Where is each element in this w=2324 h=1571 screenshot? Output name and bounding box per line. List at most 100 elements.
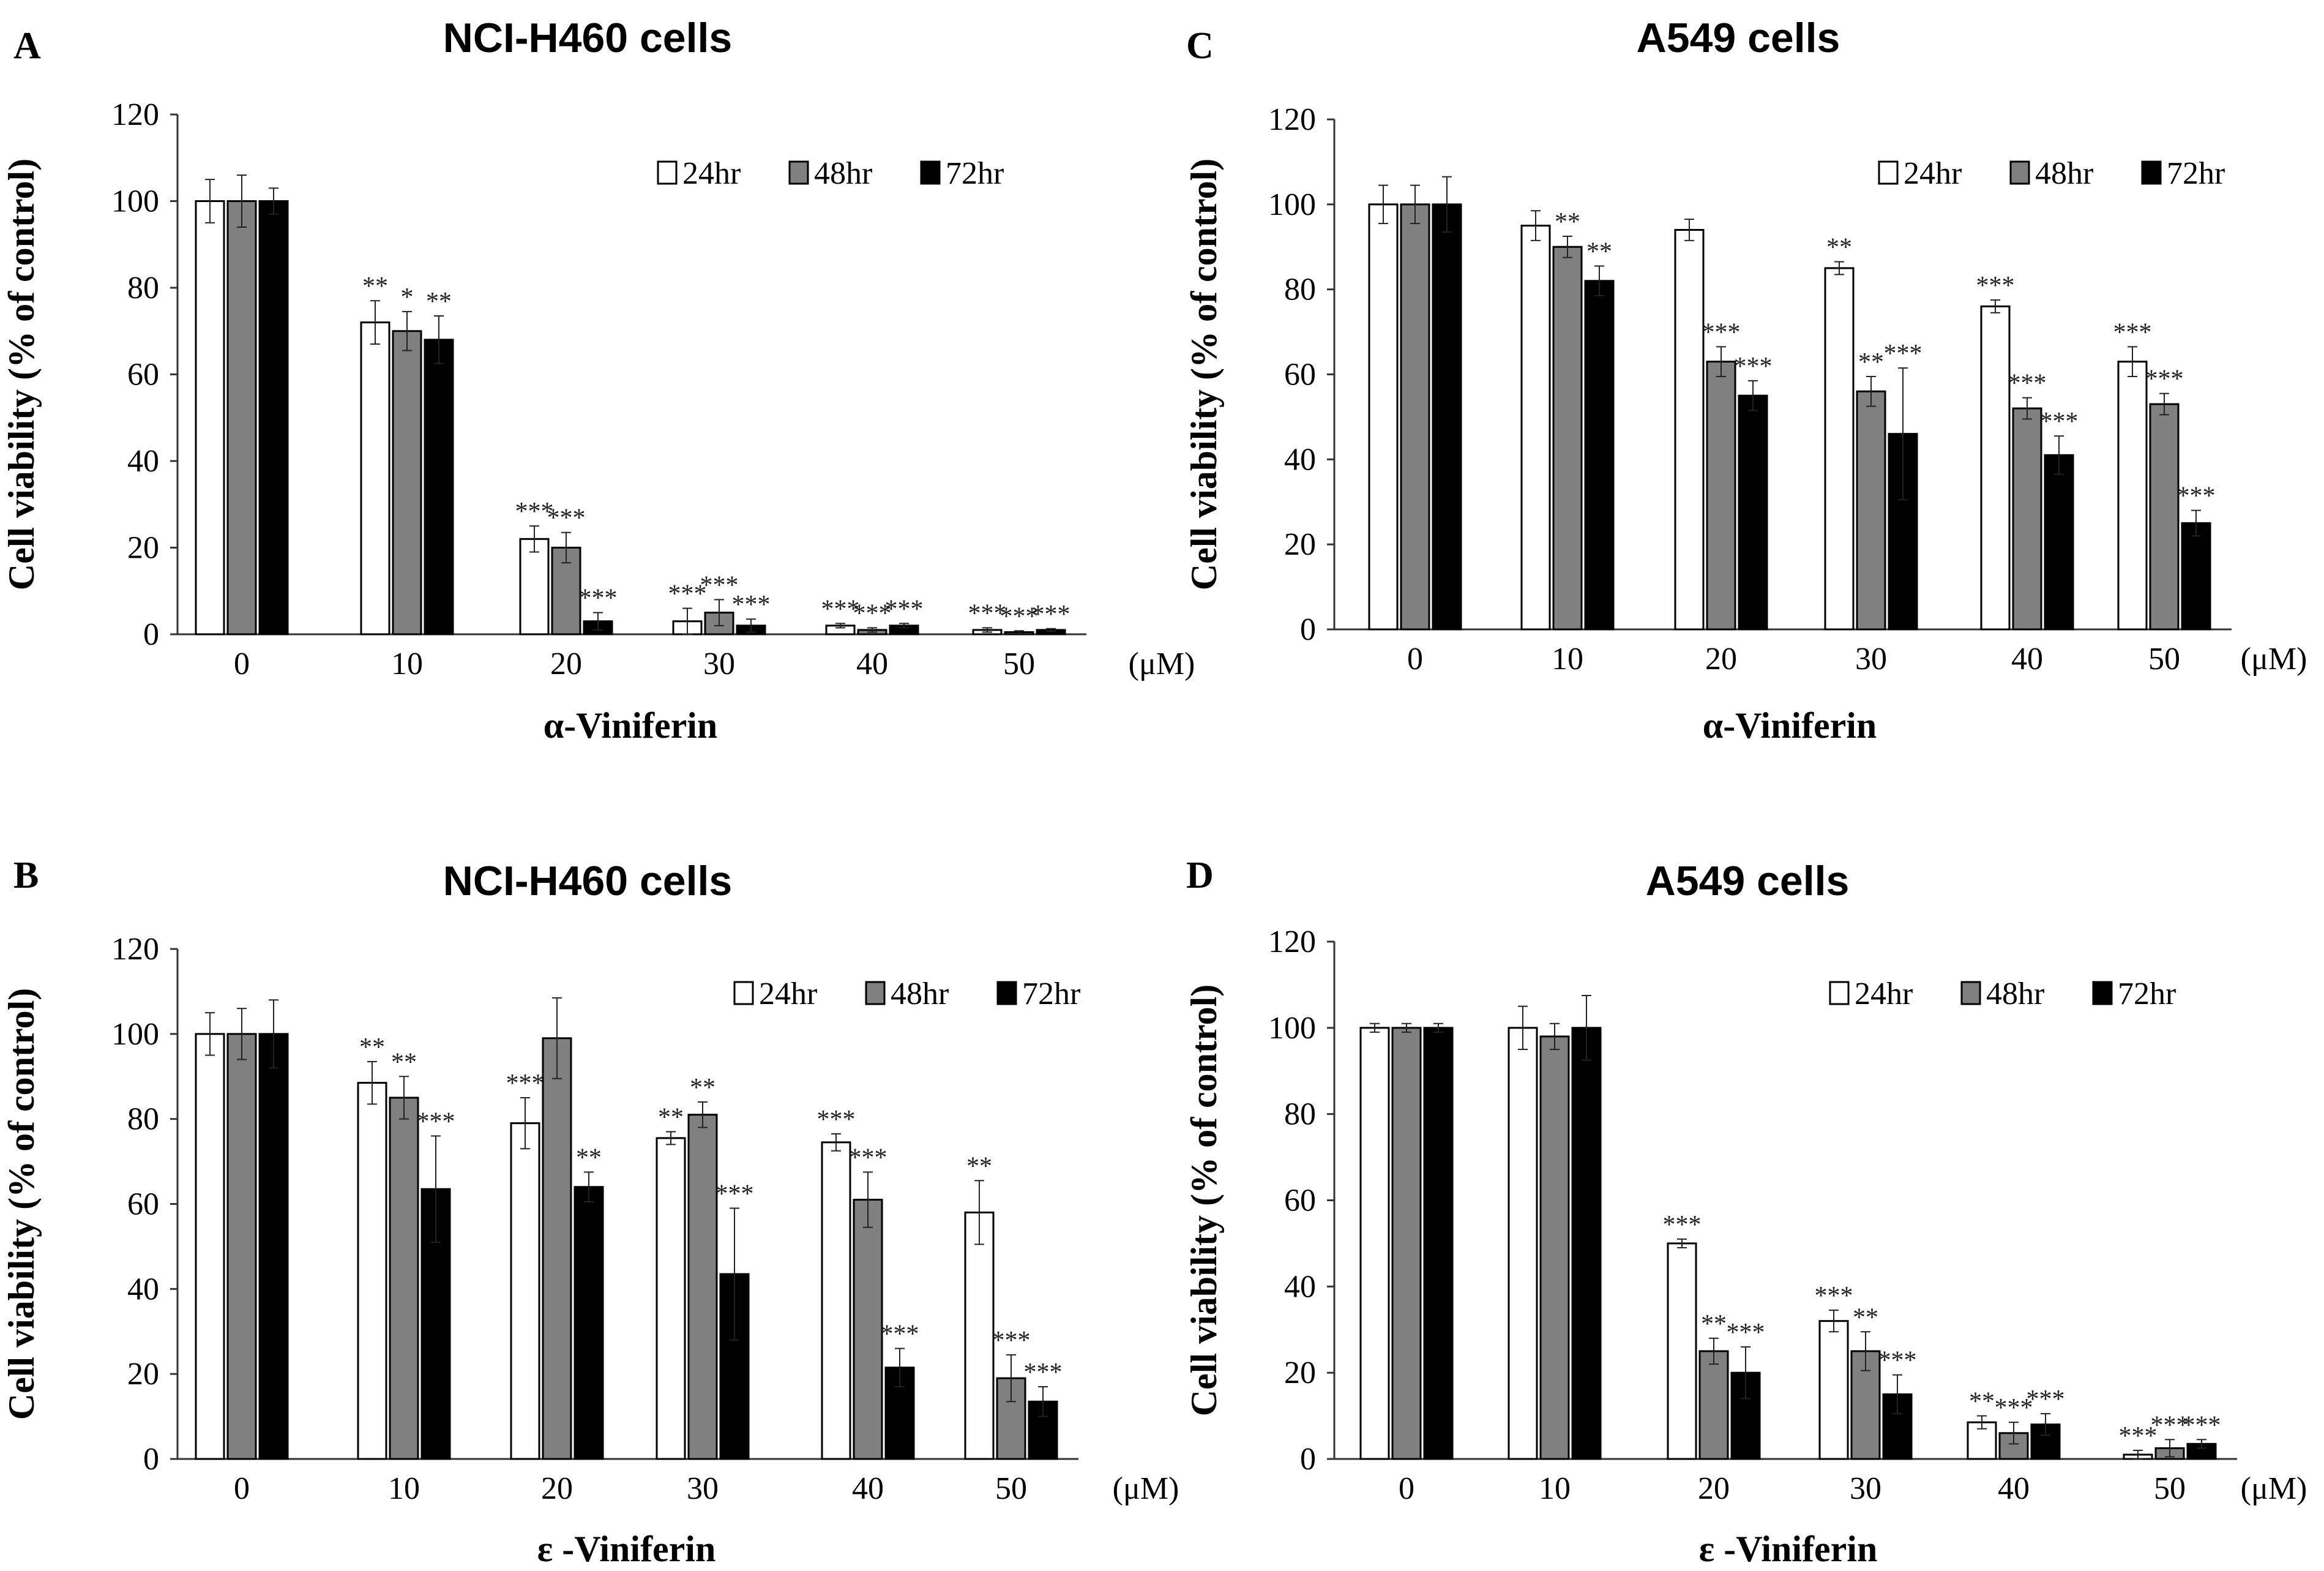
bar-24hr-30 [656,1137,686,1460]
x-tick-label: 10 [1539,1471,1571,1506]
bar-24hr-50 [964,1211,995,1460]
legend-swatch-72hr [920,160,941,185]
bar-72hr-50 [2186,1442,2217,1460]
bar-72hr-10 [1584,280,1615,631]
bar-24hr-10 [1520,225,1551,631]
x-unit-label: (μM) [2241,642,2307,677]
x-tick-label: 50 [2148,642,2180,677]
y-tick-label: 80 [1284,272,1316,307]
bar-48hr-10 [389,1097,419,1460]
chart-title: NCI-H460 cells [443,858,732,904]
bar-72hr-0 [258,1033,289,1460]
bar-24hr-20 [519,538,550,636]
significance-mark: ** [658,1103,684,1131]
x-tick-label: 20 [541,1471,573,1506]
bar-72hr-40 [2044,454,2074,631]
y-tick-label: 20 [1284,1355,1316,1390]
significance-mark: ** [1701,1310,1727,1338]
significance-mark: ** [359,1033,385,1062]
significance-mark: *** [817,1106,856,1134]
bar-24hr-50 [2117,361,2148,631]
significance-mark: *** [579,585,618,613]
chart-title: NCI-H460 cells [443,15,732,61]
bar-48hr-30 [1856,390,1886,631]
significance-mark: *** [2113,318,2152,347]
x-axis-label: ε -Viniferin [537,1529,716,1569]
y-tick-label: 40 [127,1272,159,1307]
bar-48hr-10 [1539,1035,1570,1460]
bar-48hr-0 [226,200,257,636]
y-axis-label: Cell viability (% of control) [1184,159,1224,590]
legend-swatch-72hr [2092,981,2113,1005]
significance-mark: *** [1976,272,2015,300]
significance-mark: *** [700,571,739,599]
significance-mark: *** [2119,1422,2158,1450]
bar-72hr-0 [258,200,289,636]
x-tick-label: 40 [1998,1471,2030,1506]
legend-label: 72hr [2118,977,2176,1011]
significance-mark: *** [2027,1385,2065,1414]
x-axis-label: α-Viniferin [1703,705,1877,746]
significance-mark: *** [992,1327,1031,1355]
significance-mark: ** [1858,348,1884,377]
significance-mark: *** [515,498,554,526]
legend-label: 72hr [1022,977,1080,1011]
bar-24hr-0 [195,200,225,636]
x-tick-label: 40 [856,647,888,681]
y-axis-label: Cell viability (% of control) [1184,984,1224,1416]
legend-label: 24hr [682,156,741,191]
significance-mark: *** [2008,370,2047,398]
significance-mark: ** [1853,1303,1878,1332]
x-tick-label: 40 [852,1471,884,1506]
x-tick-label: 30 [687,1471,719,1506]
significance-mark: *** [881,1321,919,1349]
significance-mark: *** [1000,602,1039,631]
x-axis-label: ε -Viniferin [1699,1529,1878,1569]
significance-mark: *** [1663,1211,1702,1239]
significance-mark: *** [1815,1282,1853,1310]
y-tick-label: 40 [127,444,159,479]
legend-swatch-48hr [1960,981,1981,1005]
legend-swatch-48hr [2009,160,2030,185]
legend-label: 24hr [759,977,817,1011]
x-unit-label: (μM) [1129,647,1195,681]
legend-swatch-24hr [1829,981,1850,1005]
bar-48hr-10 [392,330,422,636]
x-tick-label: 0 [1399,1471,1414,1506]
significance-mark: ** [1586,238,1612,266]
bar-72hr-0 [1423,1027,1454,1460]
y-tick-label: 60 [127,358,159,392]
y-tick-label: 0 [143,1442,159,1477]
bar-48hr-50 [2149,403,2180,631]
bar-24hr-30 [1818,1320,1849,1460]
y-tick-label: 0 [1300,1442,1316,1477]
significance-mark: *** [2183,1411,2221,1439]
significance-mark: ** [1555,208,1580,236]
bar-48hr-20 [542,1037,572,1460]
y-tick-label: 80 [127,1102,159,1137]
significance-mark: ** [391,1048,417,1076]
significance-mark: *** [1734,353,1773,381]
x-tick-label: 0 [234,647,250,681]
bar-24hr-40 [1980,305,2011,631]
y-tick-label: 100 [111,184,159,219]
legend-label: 48hr [1986,977,2044,1011]
bar-24hr-10 [357,1082,387,1460]
bar-48hr-10 [1552,246,1583,631]
bar-72hr-50 [2181,522,2211,631]
bar-24hr-30 [1824,267,1855,631]
bar-48hr-0 [1400,203,1430,631]
x-tick-label: 40 [2011,642,2043,677]
significance-mark: *** [2145,366,2184,394]
significance-mark: *** [1727,1319,1765,1347]
legend-label: 48hr [814,156,872,191]
legend-swatch-24hr [657,160,678,185]
chart-title: A549 cells [1637,15,1840,61]
significance-mark: *** [506,1070,545,1098]
bar-24hr-40 [821,1141,851,1460]
bar-72hr-0 [1432,203,1462,631]
legend-swatch-72hr [996,981,1017,1005]
